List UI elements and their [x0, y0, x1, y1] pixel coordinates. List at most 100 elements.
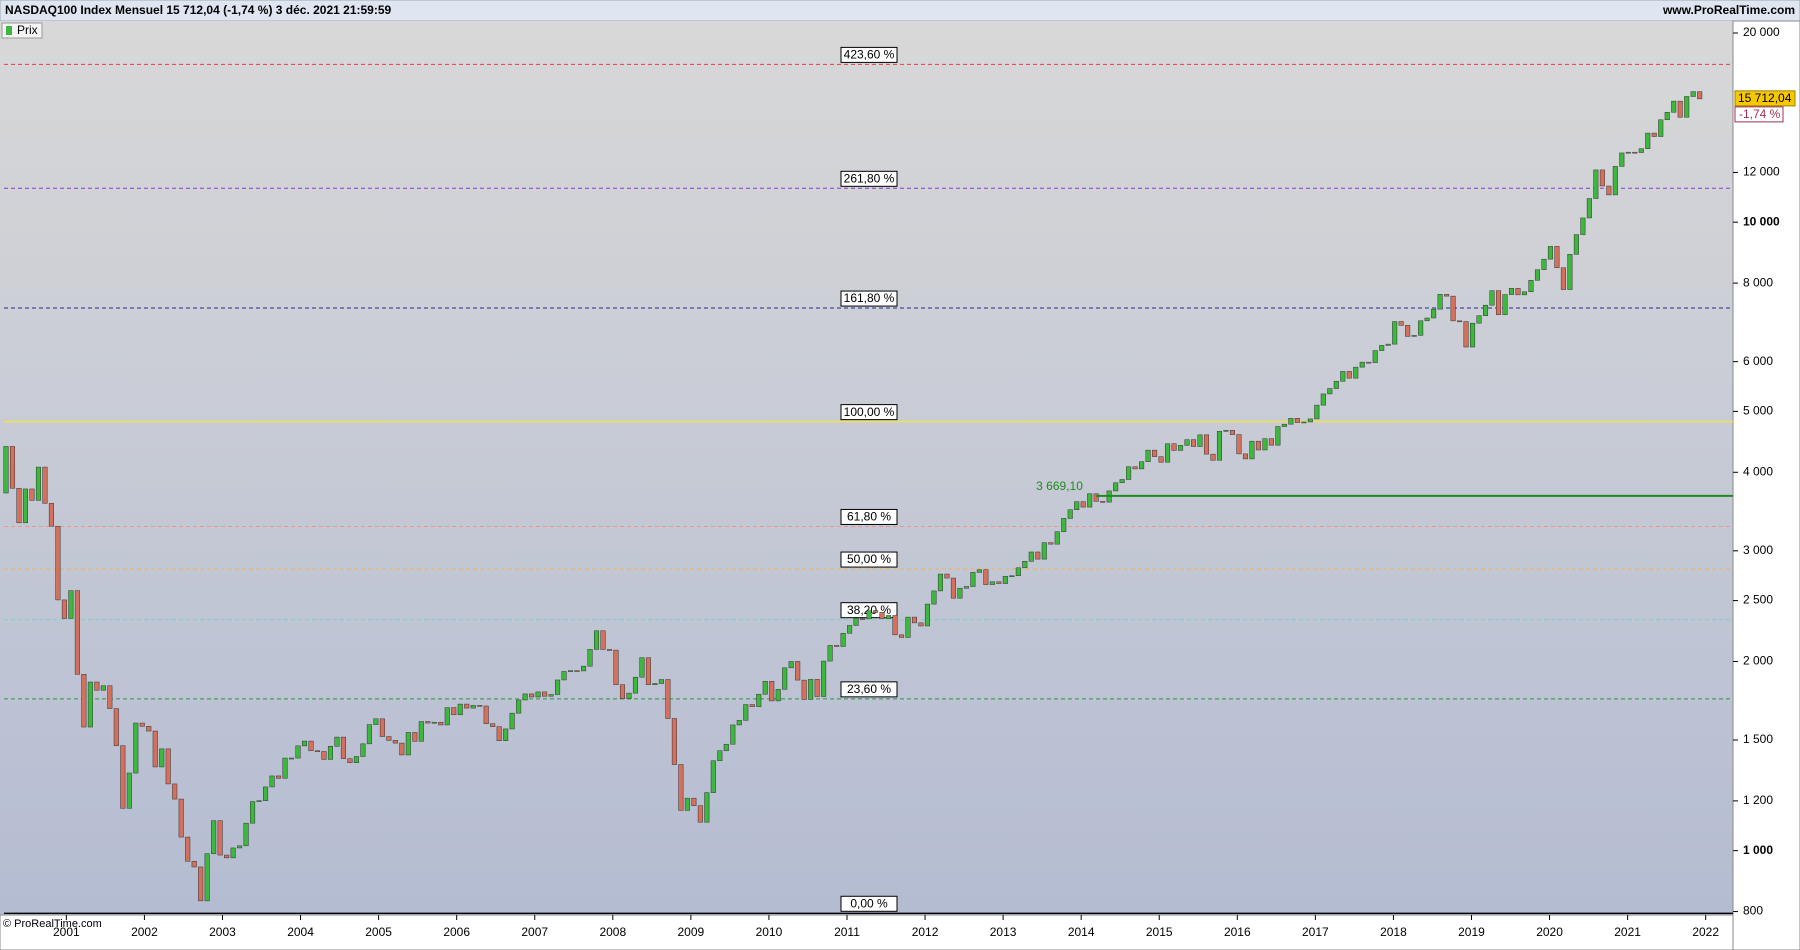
price-tag: 15 712,04	[1738, 91, 1792, 105]
candle-body	[911, 616, 918, 624]
candle-body	[1035, 551, 1041, 560]
candle-body	[730, 724, 736, 745]
candle-body	[1651, 132, 1657, 137]
candle-body	[3, 446, 9, 494]
candle-body	[1671, 100, 1677, 113]
candle-body	[399, 742, 405, 756]
candle-body	[1080, 501, 1086, 508]
candle-body	[879, 612, 885, 619]
candle-body	[9, 446, 16, 489]
candle-body	[61, 599, 67, 619]
candle-body	[360, 743, 366, 757]
candle-body	[1619, 152, 1625, 167]
candle-body	[1359, 361, 1365, 368]
candle-body	[782, 667, 788, 690]
candle-body	[1061, 518, 1067, 532]
candle-body	[1203, 434, 1210, 455]
candle-body	[1593, 169, 1599, 199]
fib-label: 161,80 %	[844, 291, 895, 305]
candle-body	[717, 750, 723, 762]
candle-body	[1119, 479, 1125, 484]
x-tick-label: 2019	[1458, 925, 1485, 939]
x-tick-label: 2021	[1614, 925, 1641, 939]
candle-body	[704, 792, 710, 823]
candle-body	[1677, 100, 1683, 118]
candle-body	[658, 679, 664, 684]
candle-body	[1645, 132, 1651, 149]
fib-label: 261,80 %	[844, 171, 895, 185]
candle-body	[613, 649, 619, 685]
y-tick-label: 1 000	[1743, 843, 1773, 857]
candle-body	[691, 797, 697, 806]
candle-body	[1353, 366, 1359, 379]
candle-body	[1216, 431, 1222, 461]
candle-body	[989, 581, 995, 585]
candle-body	[100, 685, 106, 691]
y-tick-label: 8 000	[1743, 275, 1773, 289]
x-tick-label: 2020	[1536, 925, 1563, 939]
candle-body	[1385, 343, 1391, 346]
change-tag: -1,74 %	[1739, 107, 1781, 121]
x-tick-label: 2007	[521, 925, 548, 939]
candle-body	[1262, 438, 1268, 451]
fib-label-box	[840, 895, 898, 912]
candle-body	[924, 603, 930, 627]
candle-body	[801, 679, 807, 700]
candle-body	[756, 693, 762, 707]
candle-body	[918, 622, 924, 627]
candle-body	[808, 679, 814, 700]
candle-body	[1411, 335, 1417, 337]
candle-body	[710, 760, 716, 793]
candle-body	[217, 820, 223, 856]
candle-body	[684, 797, 690, 811]
candle-body	[1320, 393, 1326, 406]
candle-body	[237, 845, 243, 849]
candle-body	[1392, 321, 1398, 345]
candle-body	[94, 681, 100, 691]
candle-body	[1275, 426, 1281, 446]
candle-body	[159, 748, 165, 768]
candle-body	[555, 679, 561, 695]
candle-body	[503, 728, 509, 741]
candle-body	[1625, 151, 1631, 154]
candle-body	[1249, 440, 1255, 460]
candle-body	[1534, 269, 1540, 281]
x-tick-label: 2011	[834, 925, 860, 939]
candle-body	[743, 704, 749, 721]
candle-body	[211, 820, 217, 854]
x-tick-label: 2013	[990, 925, 1017, 939]
candle-body	[74, 590, 80, 675]
candle-body	[107, 685, 113, 709]
candle-body	[55, 525, 61, 601]
candle-body	[1054, 531, 1060, 545]
candle-body	[1372, 350, 1378, 363]
candle-body	[120, 745, 126, 809]
candle-body	[632, 676, 638, 694]
candle-body	[1554, 246, 1560, 269]
candle-body	[172, 783, 178, 800]
candle-body	[1015, 567, 1021, 577]
candle-body	[340, 736, 346, 759]
site-link[interactable]: www.ProRealTime.com	[1662, 3, 1795, 17]
candle-body	[1690, 91, 1696, 97]
candle-body	[1171, 443, 1177, 451]
candle-body	[1314, 404, 1320, 420]
x-tick-label: 2003	[209, 925, 236, 939]
x-tick-label: 2018	[1380, 925, 1407, 939]
candle-body	[840, 632, 846, 647]
candle-body	[821, 660, 827, 697]
candle-body	[1294, 418, 1300, 423]
candle-body	[418, 721, 424, 742]
candle-body	[1346, 371, 1352, 379]
candle-body	[1580, 217, 1586, 235]
candle-body	[22, 488, 28, 524]
candle-body	[678, 764, 684, 811]
x-tick-label: 2006	[443, 925, 470, 939]
candle-body	[1658, 119, 1664, 137]
candle-body	[386, 736, 392, 741]
price-tag-box	[1734, 90, 1796, 107]
candle-body	[301, 740, 308, 747]
candle-body	[529, 693, 535, 698]
candle-body	[1612, 166, 1618, 196]
candle-body	[1165, 443, 1171, 463]
